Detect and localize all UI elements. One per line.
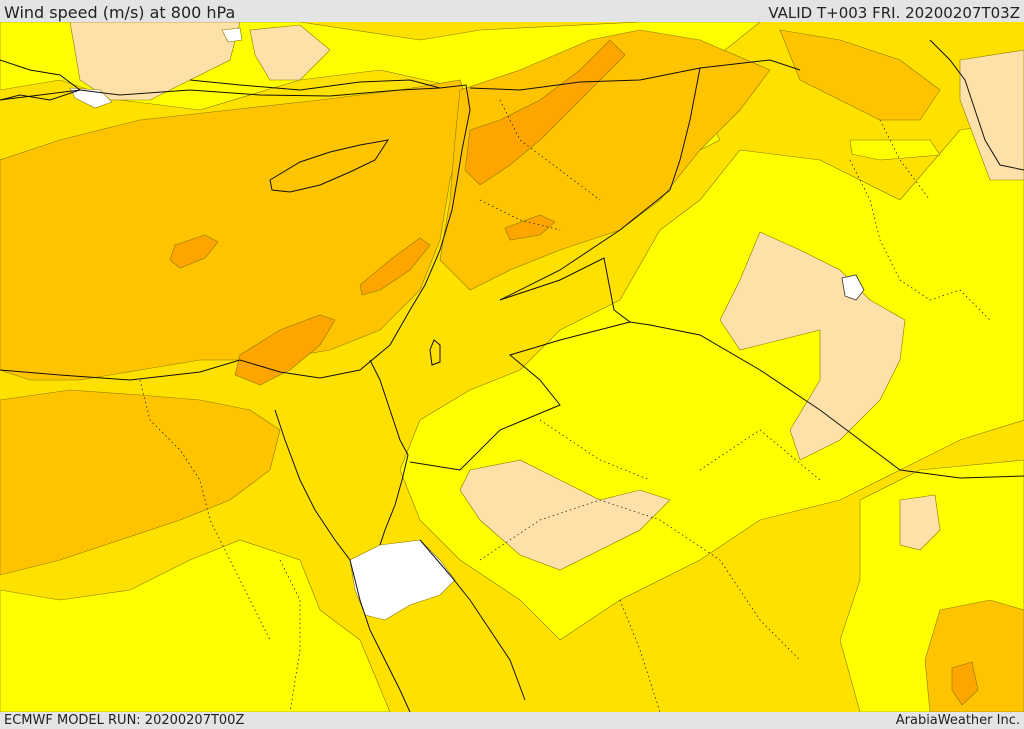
province-borders-iraq bbox=[849, 119, 991, 321]
border-turkey-syria bbox=[469, 59, 801, 91]
field-low-east-pocket bbox=[899, 494, 941, 551]
coastline-dead-sea bbox=[429, 339, 441, 366]
coastline-gulf-of-aqaba bbox=[379, 454, 409, 546]
field-strong-southeast bbox=[924, 599, 1024, 712]
field-very-strong-lebanon bbox=[359, 237, 431, 296]
border-north bbox=[189, 79, 441, 91]
field-strong-mediterranean bbox=[0, 79, 471, 381]
field-very-strong-sea bbox=[169, 234, 219, 269]
field-very-strong-nile-delta bbox=[234, 314, 336, 386]
field-very-low-north-pocket bbox=[221, 27, 243, 43]
field-very-strong-jordan bbox=[504, 214, 556, 241]
field-very-strong-syria-jet bbox=[464, 39, 626, 186]
field-strong-egypt bbox=[0, 389, 281, 576]
field-strong-northeast bbox=[779, 29, 941, 121]
coastline-cyprus bbox=[269, 139, 390, 193]
border-jordan-iraq-saudi bbox=[499, 257, 1024, 479]
border-syria-iraq bbox=[499, 67, 701, 301]
coastline-red-sea-east bbox=[419, 539, 526, 701]
province-borders-syria bbox=[479, 99, 601, 231]
province-borders-saudi bbox=[479, 419, 821, 712]
field-light-southwest bbox=[0, 539, 391, 712]
field-low-northeast bbox=[959, 49, 1024, 181]
valid-time: VALID T+003 FRI. 20200207T03Z bbox=[768, 4, 1020, 22]
footer-bar: ECMWF MODEL RUN: 20200207T00Z ArabiaWeat… bbox=[0, 712, 1024, 729]
coastline-red-sea-west bbox=[369, 629, 411, 712]
field-very-low-lake bbox=[841, 274, 865, 301]
province-borders-egypt bbox=[139, 379, 301, 712]
credit-label: ArabiaWeather Inc. bbox=[895, 713, 1020, 728]
border-jordan-saudi bbox=[409, 321, 631, 471]
coastline-gulf-of-suez bbox=[274, 409, 371, 631]
field-very-strong-southeast bbox=[951, 661, 979, 706]
field-low-north-center bbox=[249, 24, 331, 81]
coastline-aegean bbox=[0, 59, 82, 101]
field-very-low-east-strip bbox=[849, 139, 941, 161]
map-title: Wind speed (m/s) at 800 hPa bbox=[4, 3, 236, 22]
wind-speed-map bbox=[0, 22, 1024, 712]
field-very-low-sinai-hejaz bbox=[349, 539, 456, 621]
border-egypt-israel bbox=[369, 359, 409, 456]
model-run-label: ECMWF MODEL RUN: 20200207T00Z bbox=[4, 713, 245, 728]
coastline-persian-gulf bbox=[929, 39, 1024, 171]
field-low-nafud bbox=[459, 459, 671, 571]
header-bar: Wind speed (m/s) at 800 hPa VALID T+003 … bbox=[0, 0, 1024, 22]
coastline-levant bbox=[0, 84, 471, 381]
